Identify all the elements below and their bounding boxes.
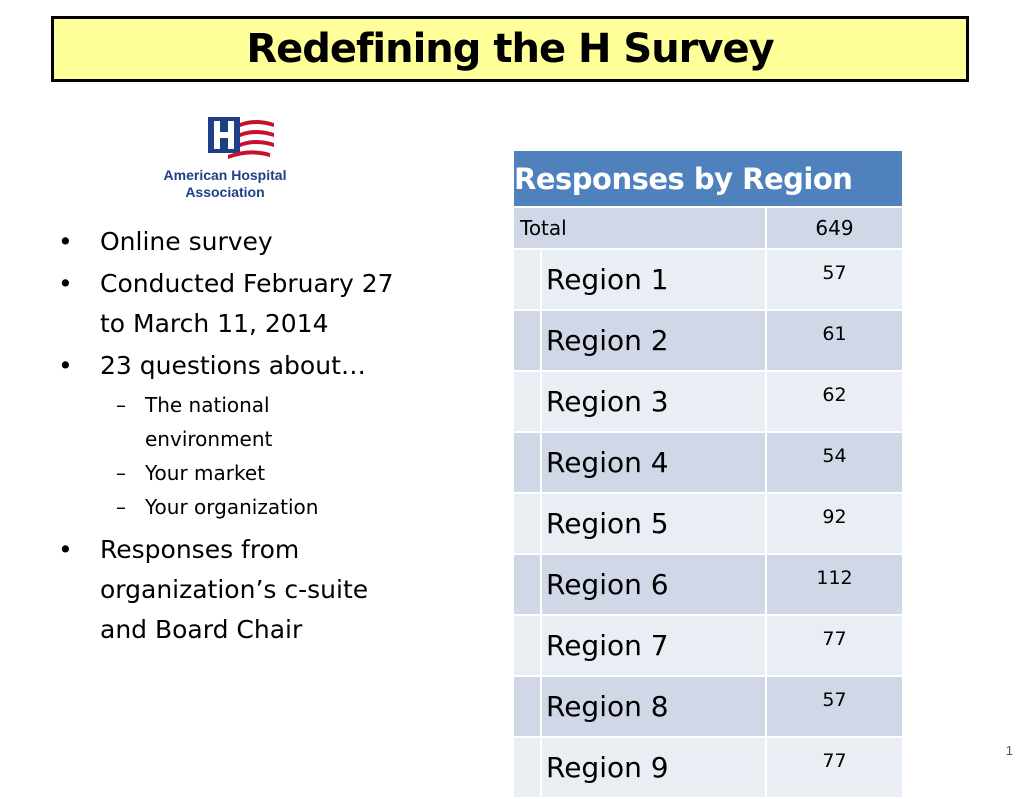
sub-bullet-item: – Your organization — [58, 490, 438, 524]
bullet-item: • Responses from organization’s c-suite … — [58, 530, 400, 650]
bullet-item: • 23 questions about… — [58, 346, 438, 386]
region-label: Region 5 — [540, 492, 767, 555]
region-value: 92 — [765, 492, 904, 555]
region-value: 62 — [765, 370, 904, 433]
row-indent — [512, 675, 542, 738]
table-row: Region 1 57 — [512, 248, 904, 311]
bullet-item: • Conducted February 27 to March 11, 201… — [58, 264, 400, 344]
responses-table: Responses by Region Total 649 Region 1 5… — [512, 149, 904, 799]
bullet-glyph: • — [58, 269, 73, 298]
row-indent — [512, 248, 542, 311]
slide-title: Redefining the H Survey — [246, 26, 774, 72]
total-value: 649 — [765, 206, 904, 250]
region-value: 77 — [765, 614, 904, 677]
bullet-text: Responses from organization’s c-suite an… — [100, 535, 369, 644]
row-indent — [512, 614, 542, 677]
table-row: Region 2 61 — [512, 309, 904, 372]
table-row: Region 3 62 — [512, 370, 904, 433]
table-row: Region 6 112 — [512, 553, 904, 616]
bullet-item: • Online survey — [58, 222, 438, 262]
logo-text-line1: American Hospital — [163, 167, 287, 183]
bullet-list: • Online survey • Conducted February 27 … — [58, 222, 438, 652]
row-indent — [512, 309, 542, 372]
sub-bullet-text: Your organization — [145, 495, 319, 519]
table-row: Region 4 54 — [512, 431, 904, 494]
row-indent — [512, 370, 542, 433]
row-indent — [512, 492, 542, 555]
bullet-glyph: • — [58, 351, 73, 380]
sub-bullet-text: Your market — [145, 461, 266, 485]
row-indent — [512, 431, 542, 494]
region-label: Region 1 — [540, 248, 767, 311]
region-label: Region 7 — [540, 614, 767, 677]
region-label: Region 2 — [540, 309, 767, 372]
bullet-text: Online survey — [100, 227, 273, 256]
region-value: 61 — [765, 309, 904, 372]
sub-bullet-glyph: – — [116, 495, 126, 519]
region-value: 54 — [765, 431, 904, 494]
aha-logo: American Hospital Association — [150, 115, 300, 205]
bullet-text: 23 questions about… — [100, 351, 366, 380]
logo-text-line2: Association — [185, 184, 265, 200]
table-header: Responses by Region — [512, 149, 904, 208]
bullet-text: Conducted February 27 to March 11, 2014 — [100, 269, 394, 338]
sub-bullet-text: The national environment — [145, 393, 273, 451]
page-number: 1 — [1005, 743, 1013, 758]
bullet-glyph: • — [58, 227, 73, 256]
bullet-glyph: • — [58, 535, 73, 564]
table-row: Region 8 57 — [512, 675, 904, 738]
region-value: 57 — [765, 675, 904, 738]
table-row: Region 5 92 — [512, 492, 904, 555]
region-label: Region 6 — [540, 553, 767, 616]
table-row: Region 7 77 — [512, 614, 904, 677]
total-row: Total 649 — [512, 206, 904, 250]
region-label: Region 3 — [540, 370, 767, 433]
aha-h-flag-icon — [208, 117, 274, 159]
region-label: Region 8 — [540, 675, 767, 738]
total-label: Total — [512, 206, 767, 250]
sub-bullet-glyph: – — [116, 461, 126, 485]
sub-bullet-item: – Your market — [58, 456, 438, 490]
region-value: 112 — [765, 553, 904, 616]
title-box: Redefining the H Survey — [51, 16, 969, 82]
region-label: Region 4 — [540, 431, 767, 494]
row-indent — [512, 553, 542, 616]
region-value: 57 — [765, 248, 904, 311]
sub-bullet-glyph: – — [116, 393, 126, 417]
table-header-row: Responses by Region — [512, 149, 904, 208]
sub-bullet-item: – The national environment — [58, 388, 305, 456]
